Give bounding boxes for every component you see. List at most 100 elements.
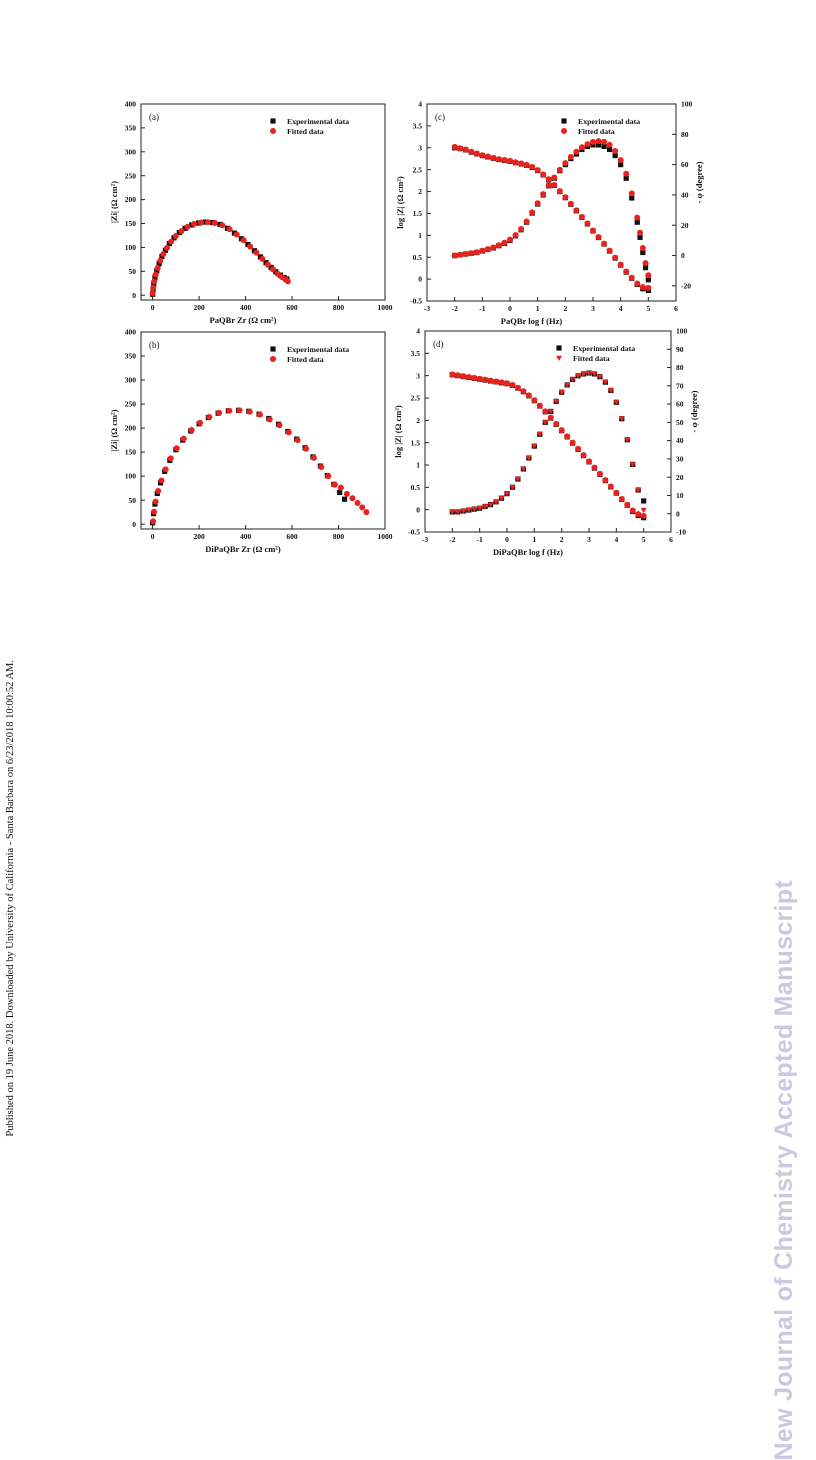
data-point: [337, 489, 343, 496]
data-point: [553, 420, 560, 427]
data-point: [204, 219, 211, 226]
data-point: [162, 466, 169, 473]
data-point: [606, 247, 613, 254]
y-tick-label: 2.5: [413, 165, 423, 174]
legend-label: Experimental data: [578, 117, 640, 126]
y2-tick-label: 0: [681, 251, 685, 260]
data-point: [259, 255, 266, 262]
data-point: [501, 157, 508, 164]
data-point: [266, 416, 273, 423]
y-tick-label: 50: [129, 496, 137, 505]
data-point: [562, 194, 569, 201]
data-point: [523, 218, 530, 225]
y-tick-label: 350: [125, 124, 137, 133]
data-point: [507, 157, 513, 164]
data-point: [359, 504, 366, 511]
data-point: [596, 374, 603, 380]
data-point: [634, 214, 641, 221]
panel-label: (c): [435, 112, 445, 122]
data-point: [457, 251, 464, 258]
y2-tick-label: 80: [681, 130, 689, 139]
chart-panel-3: -3 -2 -1 0 1 2 3 4 5 6-0.500.511.522.533.54-10010…: [393, 327, 699, 557]
data-point: [325, 473, 332, 480]
data-point: [617, 157, 624, 164]
x-axis-label: PaQBr log f (Hz): [501, 316, 563, 326]
data-point: [465, 507, 472, 514]
data-point: [284, 278, 291, 285]
data-point: [573, 207, 580, 214]
y2-tick-label: 60: [676, 400, 684, 409]
data-point: [180, 435, 187, 442]
data-point: [245, 241, 251, 248]
data-point: [547, 414, 554, 421]
data-point: [160, 251, 167, 258]
data-point: [640, 512, 647, 519]
data-point: [523, 161, 530, 168]
data-point: [495, 156, 502, 163]
data-point: [573, 148, 580, 155]
legend-label: Fitted data: [578, 127, 615, 136]
series-experimental: [452, 145, 651, 294]
data-point: [553, 399, 560, 405]
data-point: [634, 219, 640, 225]
data-point: [331, 481, 338, 488]
data-point: [462, 251, 469, 258]
data-point: [462, 146, 469, 153]
data-point: [514, 384, 521, 391]
data-point: [525, 392, 532, 399]
legend-marker: [556, 345, 562, 351]
y2-tick-label: 50: [676, 418, 684, 427]
y2-tick-label: 90: [676, 345, 684, 354]
data-point: [545, 182, 552, 189]
y-tick-label: 250: [125, 400, 137, 409]
data-point: [206, 414, 213, 421]
data-point: [154, 264, 161, 271]
series-experimental: [150, 407, 348, 526]
x-tick-label: 3: [591, 304, 595, 313]
legend-marker: [270, 118, 276, 124]
y-tick-label: 150: [125, 448, 137, 457]
data-point: [613, 489, 620, 496]
data-point: [629, 195, 635, 201]
data-point: [634, 280, 641, 287]
x-tick-label: 1000: [378, 532, 393, 541]
plot-frame: [426, 103, 677, 302]
x-tick-label: 6: [674, 304, 678, 313]
y-tick-label: 3.5: [411, 349, 421, 358]
data-point: [629, 507, 636, 514]
data-point: [269, 266, 276, 273]
x-tick-label: 1000: [378, 303, 393, 312]
data-point: [556, 188, 563, 195]
y-tick-label: -0.5: [410, 297, 422, 306]
legend-marker: [270, 346, 276, 352]
data-point: [584, 141, 591, 148]
data-point: [629, 462, 636, 468]
data-point: [155, 488, 162, 495]
y-tick-label: 200: [125, 195, 137, 204]
y2-tick-label: 30: [676, 455, 684, 464]
series-experimental: [150, 219, 290, 297]
data-point: [197, 419, 204, 426]
data-point: [607, 388, 614, 394]
data-point: [575, 445, 582, 452]
y-tick-label: 0.5: [413, 253, 423, 262]
data-point: [152, 271, 159, 278]
y-tick-label: 300: [125, 376, 137, 385]
data-point: [501, 239, 508, 246]
data-point: [226, 226, 233, 233]
chart-panel-2: -3 -2 -1 0 1 2 3 4 5 6 -0.5 0 0.5 1 1.5 2 2.5 3 3.5 4 -20 0 20…: [395, 100, 704, 326]
data-point: [487, 502, 494, 508]
data-point: [233, 231, 240, 238]
data-point: [512, 232, 519, 239]
y-tick-label: 4: [416, 327, 420, 336]
x-tick-label: 4: [614, 535, 618, 544]
x-tick-label: 800: [333, 303, 345, 312]
data-point: [152, 498, 159, 505]
y-tick-label: 3: [416, 371, 420, 380]
data-point: [580, 452, 587, 459]
data-point: [556, 166, 563, 173]
y-tick-label: 2: [416, 416, 420, 425]
data-point: [590, 138, 596, 145]
data-point: [639, 244, 646, 251]
data-point: [624, 501, 631, 508]
